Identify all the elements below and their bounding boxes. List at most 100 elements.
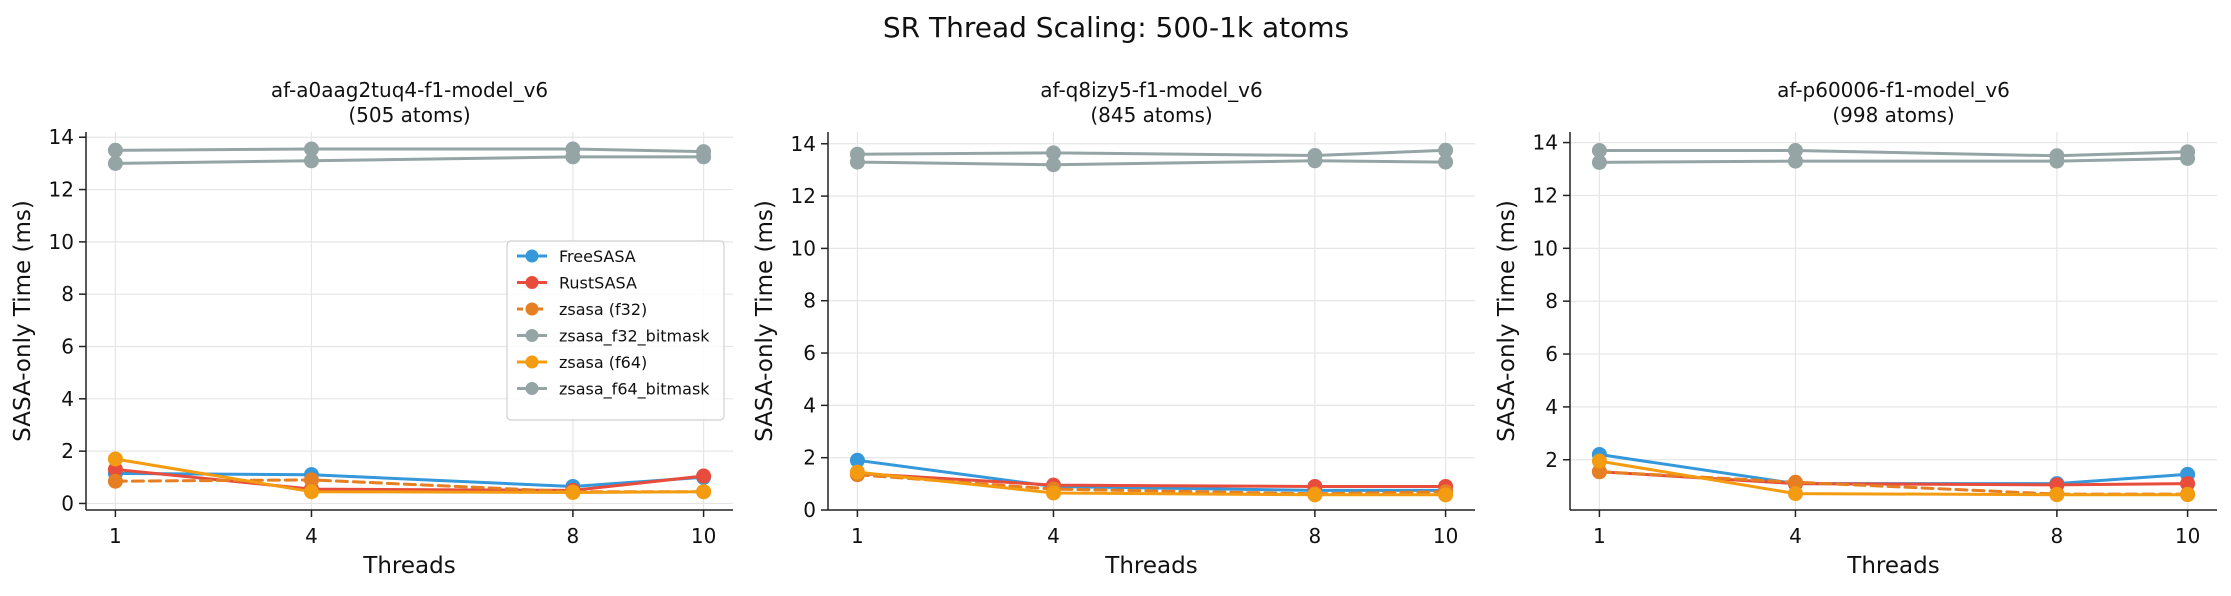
- y-tick-label: 14: [1533, 131, 1558, 155]
- x-tick-label: 8: [1309, 524, 1322, 548]
- legend-entry: zsasa_f32_bitmask: [559, 327, 710, 347]
- data-point: [1787, 153, 1803, 169]
- panel-title: af-p60006-f1-model_v6: [1777, 78, 2010, 102]
- legend-swatch-marker: [525, 276, 539, 289]
- y-tick-label: 12: [1533, 183, 1558, 207]
- y-tick-label: 6: [61, 335, 74, 359]
- data-point: [565, 484, 581, 500]
- data-point: [1438, 487, 1454, 503]
- legend-entry: zsasa (f32): [559, 300, 647, 319]
- x-tick-label: 8: [2051, 524, 2064, 548]
- y-axis-label: SASA-only Time (ms): [1494, 200, 1520, 442]
- x-tick-label: 10: [2175, 524, 2200, 548]
- series-line-zsasa-f64-bitmask: [1597, 149, 2190, 158]
- y-axis-label: SASA-only Time (ms): [10, 200, 36, 442]
- x-tick-label: 1: [851, 524, 864, 548]
- legend: FreeSASA RustSASA zsasa (f32) zsasa_f32_bit…: [506, 240, 725, 421]
- y-tick-label: 8: [803, 289, 816, 313]
- data-point: [1591, 154, 1607, 170]
- data-point: [303, 141, 319, 157]
- data-point: [107, 155, 123, 171]
- data-point: [565, 141, 581, 157]
- data-point: [107, 461, 123, 477]
- series-line-zsasa-f64-: [113, 457, 706, 494]
- data-point: [1787, 486, 1803, 502]
- legend-entry: zsasa (f64): [559, 353, 647, 372]
- data-point: [107, 142, 123, 158]
- y-tick-label: 0: [803, 498, 816, 522]
- series-line-zsasa-f32-: [1597, 470, 2190, 496]
- data-point: [1591, 464, 1607, 480]
- series-line-zsasa-f32-: [855, 473, 1448, 496]
- series-line-zsasa-f32-bitmask: [1597, 156, 2190, 164]
- y-tick-label: 12: [49, 178, 74, 202]
- series-line-zsasa-f64-bitmask: [855, 148, 1448, 157]
- data-point: [1045, 145, 1061, 161]
- data-point: [1307, 148, 1323, 164]
- panel-subtitle: (845 atoms): [1090, 103, 1212, 127]
- series-line-zsasa-f32-bitmask: [113, 155, 706, 165]
- data-point: [1591, 453, 1607, 469]
- data-point: [2049, 487, 2065, 503]
- data-point: [1787, 474, 1803, 490]
- data-point: [1045, 157, 1061, 173]
- legend-swatch-marker: [525, 355, 539, 369]
- y-tick-label: 10: [49, 230, 74, 254]
- x-tick-label: 10: [1433, 524, 1458, 548]
- y-tick-label: 12: [791, 184, 816, 208]
- y-tick-label: 2: [803, 446, 816, 470]
- y-tick-label: 6: [803, 341, 816, 365]
- panel-subtitle: (505 atoms): [348, 103, 470, 127]
- data-point: [1438, 142, 1454, 158]
- series-line-zsasa-f64-: [1597, 459, 2190, 497]
- panel-title: af-q8izy5-f1-model_v6: [1040, 78, 1263, 102]
- y-tick-label: 8: [1545, 289, 1558, 313]
- data-point: [2180, 476, 2196, 492]
- data-point: [849, 452, 865, 468]
- x-tick-label: 1: [109, 524, 122, 548]
- series-line-rustsasa: [113, 468, 706, 492]
- data-point: [1591, 143, 1607, 159]
- data-point: [1787, 143, 1803, 159]
- y-tick-label: 14: [49, 125, 74, 149]
- series-line-zsasa-f64-: [855, 470, 1448, 497]
- y-tick-label: 4: [1545, 395, 1558, 419]
- data-point: [107, 473, 123, 489]
- data-point: [303, 153, 319, 169]
- series-line-rustsasa: [855, 471, 1448, 488]
- panel-title: af-a0aag2tuq4-f1-model_v6: [271, 78, 548, 102]
- data-point: [303, 484, 319, 500]
- x-tick-label: 1: [1593, 524, 1606, 548]
- data-point: [2180, 144, 2196, 160]
- y-tick-label: 6: [1545, 342, 1558, 366]
- data-point: [696, 144, 712, 160]
- data-point: [107, 451, 123, 467]
- data-point: [2049, 148, 2065, 164]
- legend-box: [506, 240, 725, 421]
- x-tick-label: 8: [567, 524, 580, 548]
- series-line-zsasa-f32-bitmask: [855, 159, 1448, 167]
- legend-swatch-marker: [525, 302, 539, 316]
- y-tick-label: 2: [61, 439, 74, 463]
- series-line-freesasa: [855, 458, 1448, 492]
- y-axis-label: SASA-only Time (ms): [752, 200, 778, 442]
- data-point: [696, 468, 712, 484]
- legend-entry: FreeSASA: [559, 247, 636, 266]
- x-axis-label: Threads: [362, 553, 455, 579]
- y-tick-label: 0: [61, 491, 74, 515]
- x-tick-label: 4: [1789, 524, 1802, 548]
- y-tick-label: 10: [1533, 236, 1558, 260]
- x-tick-label: 4: [1047, 524, 1060, 548]
- data-point: [1045, 485, 1061, 501]
- series-line-zsasa-f32-: [113, 478, 706, 494]
- x-axis-label: Threads: [1104, 553, 1197, 579]
- series-line-zsasa-f64-bitmask: [113, 147, 706, 154]
- legend-swatch-marker: [525, 249, 539, 263]
- y-tick-label: 8: [61, 282, 74, 306]
- y-tick-label: 4: [61, 387, 74, 411]
- data-point: [849, 146, 865, 162]
- legend-swatch-marker: [525, 329, 539, 342]
- legend-entry: RustSASA: [559, 274, 637, 293]
